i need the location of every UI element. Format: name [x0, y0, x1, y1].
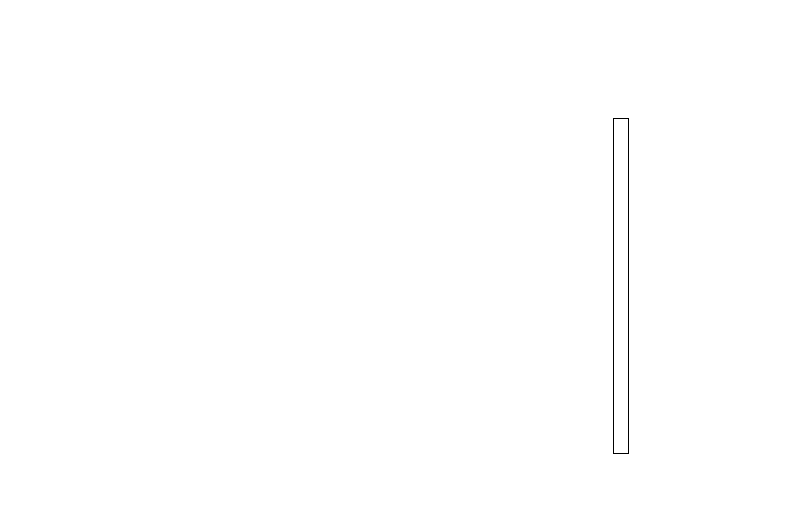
- joint-density-panel: [196, 118, 505, 454]
- colorbar-ticks: [613, 118, 629, 454]
- right-marginal-plot: [517, 118, 605, 454]
- top-marginal-plot: [196, 22, 505, 106]
- right-marginal-panel: [517, 118, 605, 454]
- colorbar: [613, 118, 629, 454]
- joint-density-plot: [196, 118, 505, 454]
- top-marginal-panel: [196, 22, 505, 106]
